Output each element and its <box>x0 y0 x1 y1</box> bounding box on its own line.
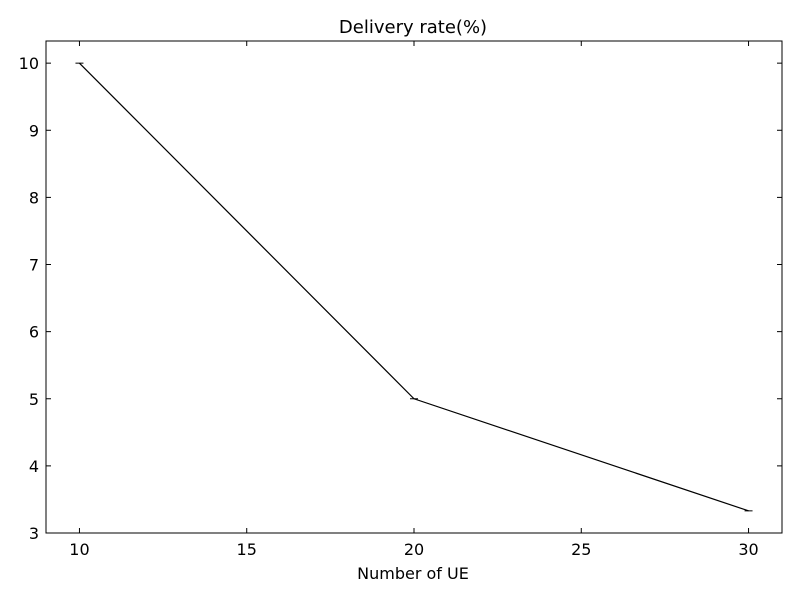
plot-area: 10 15 20 25 30 3 4 5 6 7 8 9 10 <box>19 40 783 559</box>
x-tick-label: 10 <box>69 540 89 559</box>
chart-title: Delivery rate(%) <box>339 17 487 38</box>
y-tick-label: 7 <box>29 256 39 275</box>
x-tick-label: 25 <box>571 540 591 559</box>
y-tick-label: 6 <box>29 323 39 342</box>
x-axis-label: Number of UE <box>357 564 469 583</box>
y-tick-label: 4 <box>29 457 39 476</box>
plot-frame <box>45 40 783 534</box>
x-tick-label: 15 <box>237 540 257 559</box>
x-tick-label: 20 <box>404 540 424 559</box>
series-line <box>79 62 749 512</box>
y-tick-label: 8 <box>29 188 39 207</box>
y-tick-label: 9 <box>29 121 39 140</box>
y-tick-label: 5 <box>29 390 39 409</box>
y-tick-label: 3 <box>29 524 39 543</box>
y-tick-label: 10 <box>19 54 39 73</box>
x-tick-label: 30 <box>738 540 758 559</box>
